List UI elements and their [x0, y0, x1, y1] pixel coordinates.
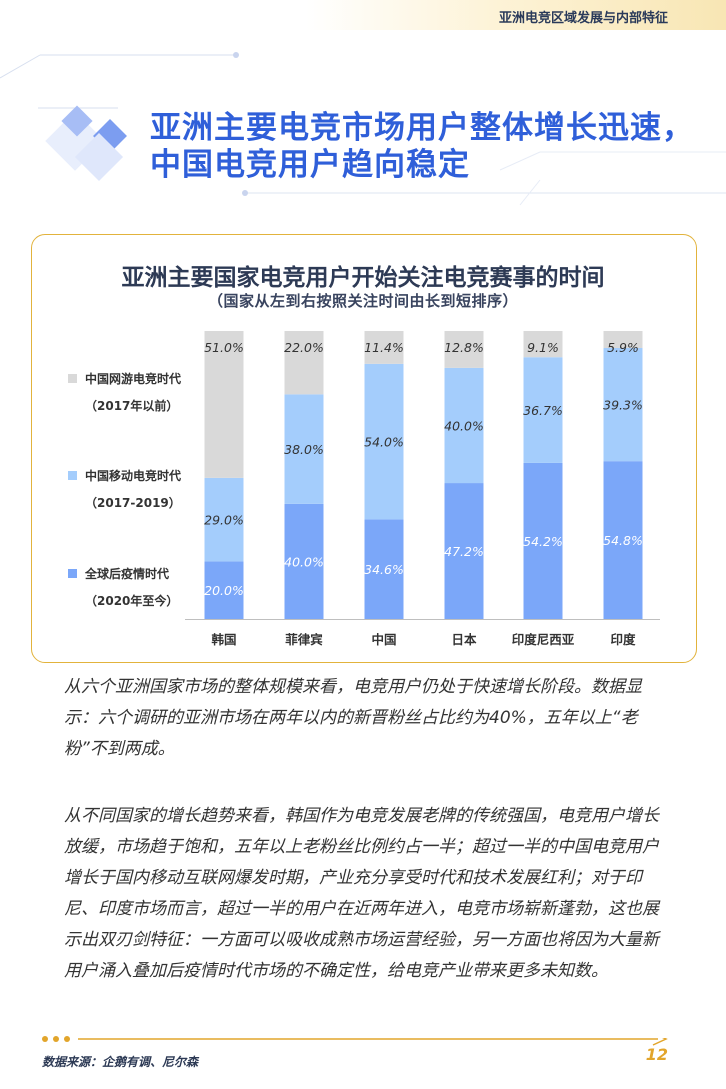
title-decoration — [0, 52, 726, 206]
bar-segment — [204, 561, 244, 619]
category-label: 印度尼西亚 — [512, 632, 575, 647]
section-title: 亚洲电竞区域发展与内部特征 — [498, 11, 668, 26]
data-label: 39.3% — [603, 398, 643, 413]
paragraph-1: 从六个亚洲国家市场的整体规模来看，电竞用户仍处于快速增长阶段。数据显示：六个调研… — [64, 677, 642, 759]
bar-segment — [364, 519, 404, 619]
data-label: 5.9% — [607, 340, 639, 355]
category-label: 菲律宾 — [285, 632, 323, 647]
bar-segment — [284, 331, 324, 395]
data-label: 29.0% — [204, 513, 244, 528]
legend-item-2017-2019: 中国移动电竞时代 （2017-2019） — [68, 467, 181, 511]
data-label: 40.0% — [284, 554, 324, 569]
legend-swatch — [68, 374, 77, 383]
bar-segment — [444, 483, 484, 619]
legend-item-2020-now: 全球后疫情时代 （2020年至今） — [68, 565, 178, 609]
data-label: 20.0% — [204, 583, 244, 598]
bar-segment — [603, 347, 643, 462]
bar-segment — [603, 331, 643, 348]
bar-segment — [284, 394, 324, 504]
data-label: 51.0% — [204, 340, 244, 355]
page-title: 亚洲主要电竞市场用户整体增长迅速， 中国电竞用户趋向稳定 — [150, 110, 694, 183]
chart-panel — [31, 234, 697, 663]
bar-segment — [204, 331, 244, 478]
data-label: 40.0% — [444, 418, 484, 433]
bar-segment — [364, 363, 404, 520]
data-label: 34.6% — [364, 562, 404, 577]
bar-segment — [204, 477, 244, 562]
footer-divider — [78, 1038, 668, 1046]
data-label: 11.4% — [364, 340, 404, 355]
legend-swatch — [68, 569, 77, 578]
data-label: 9.1% — [527, 340, 559, 355]
bar-segment — [284, 503, 324, 619]
data-label: 22.0% — [284, 340, 324, 355]
category-label: 韩国 — [211, 632, 236, 647]
stacked-bar-chart: 20.0% 29.0% 51.0% 韩国 40.0% 38.0% 22.0% 菲律宾 34.6%… — [185, 331, 660, 647]
bar-segment — [444, 331, 484, 368]
data-label: 54.0% — [364, 435, 404, 450]
data-label: 38.0% — [284, 442, 324, 457]
data-label: 47.2% — [444, 544, 484, 559]
bar-segment — [523, 462, 563, 619]
data-source: 数据来源：企鹅有调、尼尔森 — [42, 1055, 199, 1069]
bar-segment — [444, 367, 484, 484]
category-label: 中国 — [371, 632, 396, 647]
data-label: 12.8% — [444, 340, 484, 355]
data-label: 54.8% — [603, 533, 643, 548]
paragraph-2: 从不同国家的增长趋势来看，韩国作为电竞发展老牌的传统强国，电竞用户增长放缓，市场… — [64, 806, 659, 981]
bar-segment — [523, 357, 563, 463]
bar-segment — [523, 331, 563, 358]
header-band: 亚洲电竞区域发展与内部特征 — [306, 0, 726, 30]
page-number: 12 — [645, 1045, 668, 1064]
bar-segment — [364, 331, 404, 364]
data-label: 54.2% — [523, 534, 563, 549]
category-label: 印度 — [610, 632, 636, 647]
footer-dots — [42, 1036, 70, 1042]
legend-item-pre2017: 中国网游电竞时代 （2017年以前） — [68, 370, 181, 414]
chart-subtitle: （国家从左到右按照关注时间由长到短排序） — [207, 292, 518, 310]
chart-title: 亚洲主要国家电竞用户开始关注电竞赛事的时间 — [121, 265, 605, 291]
bar-segment — [603, 461, 643, 619]
legend-swatch — [68, 471, 77, 480]
category-label: 日本 — [451, 632, 477, 647]
data-label: 36.7% — [523, 403, 563, 418]
